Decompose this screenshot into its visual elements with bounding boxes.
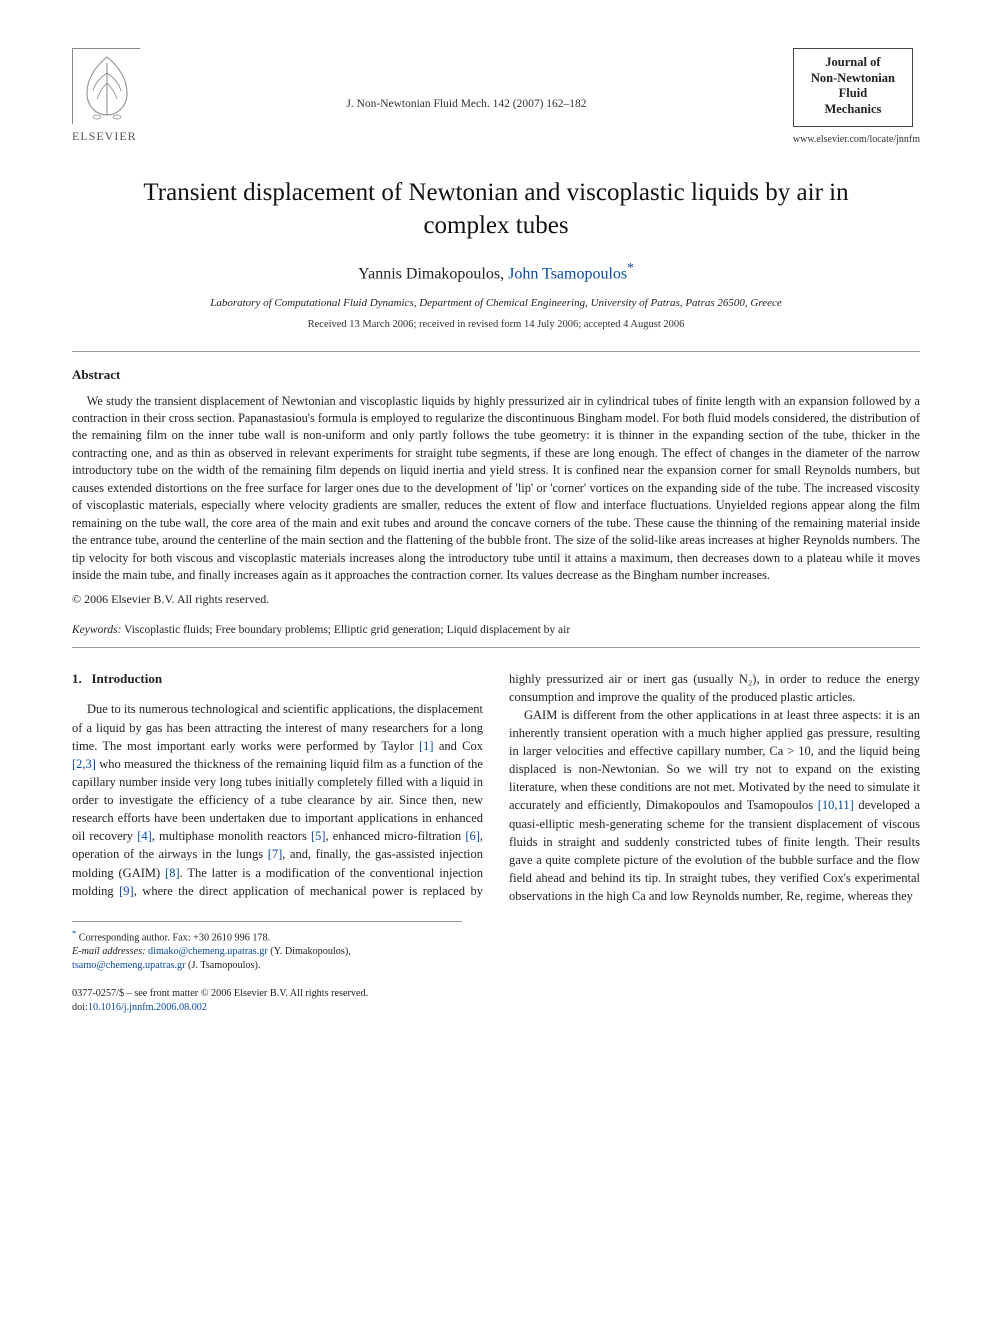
issn-copyright-line: 0377-0257/$ – see front matter © 2006 El… [72, 987, 920, 1001]
rule-above-abstract [72, 351, 920, 352]
footnote-corr-text: Corresponding author. Fax: +30 2610 996 … [76, 933, 270, 944]
journal-name-line3: Fluid [802, 86, 904, 102]
email-1-link[interactable]: dimako@chemeng.upatras.gr [148, 946, 268, 957]
ref-1-link[interactable]: [1] [419, 739, 434, 753]
doi-label: doi: [72, 1002, 88, 1013]
publisher-logo-block: ELSEVIER [72, 48, 140, 145]
elsevier-tree-icon [72, 48, 140, 124]
author-1: Yannis Dimakopoulos [358, 265, 500, 282]
doi-link[interactable]: 10.1016/j.jnnfm.2006.08.002 [88, 1002, 207, 1013]
ref-5-link[interactable]: [5] [311, 829, 326, 843]
email-1-who: (Y. Dimakopoulos), [268, 946, 351, 957]
ref-7-link[interactable]: [7] [268, 847, 283, 861]
authors-line: Yannis Dimakopoulos, John Tsamopoulos* [72, 258, 920, 286]
author-2-link[interactable]: John Tsamopoulos [508, 265, 627, 282]
journal-citation: J. Non-Newtonian Fluid Mech. 142 (2007) … [140, 48, 793, 113]
p1-text-e: , enhanced micro-filtration [326, 829, 466, 843]
keywords-text: Viscoplastic fluids; Free boundary probl… [121, 624, 570, 636]
section-number: 1. [72, 671, 82, 686]
journal-name-line4: Mechanics [802, 102, 904, 118]
journal-box-wrapper: Journal of Non-Newtonian Fluid Mechanics… [793, 48, 920, 147]
keywords-line: Keywords: Viscoplastic fluids; Free boun… [72, 622, 920, 639]
page-header: ELSEVIER J. Non-Newtonian Fluid Mech. 14… [72, 48, 920, 147]
doi-line: doi:10.1016/j.jnnfm.2006.08.002 [72, 1001, 920, 1015]
abstract-body: We study the transient displacement of N… [72, 393, 920, 585]
journal-name-line1: Journal of [802, 55, 904, 71]
affiliation: Laboratory of Computational Fluid Dynami… [72, 296, 920, 312]
journal-name-line2: Non-Newtonian [802, 71, 904, 87]
rule-below-keywords [72, 647, 920, 648]
abstract-copyright: © 2006 Elsevier B.V. All rights reserved… [72, 591, 920, 608]
corresponding-author-footnote: * Corresponding author. Fax: +30 2610 99… [72, 921, 462, 973]
ref-9-link[interactable]: [9] [119, 884, 134, 898]
journal-title-box: Journal of Non-Newtonian Fluid Mechanics [793, 48, 913, 127]
ref-8-link[interactable]: [8] [165, 866, 180, 880]
publisher-name: ELSEVIER [72, 128, 137, 145]
corresponding-star-icon: * [627, 260, 634, 275]
p2-text-b: developed a quasi-elliptic mesh-generati… [509, 798, 920, 903]
ref-10-11-link[interactable]: [10,11] [818, 798, 854, 812]
footnote-line-1: * Corresponding author. Fax: +30 2610 99… [72, 928, 462, 945]
email-label: E-mail addresses: [72, 946, 148, 957]
ref-6-link[interactable]: [6] [465, 829, 480, 843]
email-2-link[interactable]: tsamo@chemeng.upatras.gr [72, 960, 186, 971]
ref-2-3-link[interactable]: [2,3] [72, 757, 96, 771]
ref-4-link[interactable]: [4] [137, 829, 152, 843]
keywords-label: Keywords: [72, 624, 121, 636]
abstract-heading: Abstract [72, 366, 920, 385]
journal-url: www.elsevier.com/locate/jnnfm [793, 133, 920, 148]
p1-text-d: , multiphase monolith reactors [152, 829, 311, 843]
email-2-who: (J. Tsamopoulos). [186, 960, 261, 971]
intro-paragraph-2: GAIM is different from the other applica… [509, 706, 920, 905]
body-columns: 1. Introduction Due to its numerous tech… [72, 670, 920, 906]
section-1-heading: 1. Introduction [72, 670, 483, 689]
section-title: Introduction [92, 671, 163, 686]
article-dates: Received 13 March 2006; received in revi… [72, 317, 920, 332]
article-title: Transient displacement of Newtonian and … [112, 177, 880, 242]
author-separator: , [500, 265, 508, 282]
p2-text-a: GAIM is different from the other applica… [509, 708, 920, 813]
page-footer-meta: 0377-0257/$ – see front matter © 2006 El… [72, 987, 920, 1015]
p1-text-b: and Cox [434, 739, 483, 753]
footnote-line-2: E-mail addresses: dimako@chemeng.upatras… [72, 945, 462, 973]
